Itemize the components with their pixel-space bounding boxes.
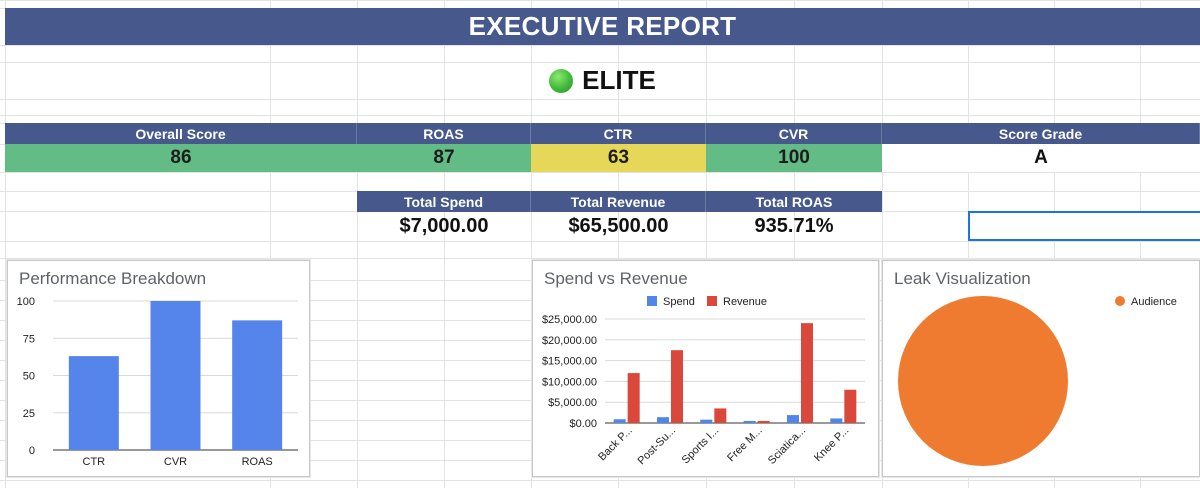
performance-breakdown-chart[interactable]: Performance Breakdown 0 25 50 75 100 CTR CVR RO…	[7, 260, 310, 477]
legend-swatch-audience	[1115, 296, 1125, 306]
tier-text: ELITE	[582, 65, 656, 95]
tier-label: ELITE	[5, 62, 1200, 99]
bar-spend	[787, 415, 799, 423]
header-total-revenue: Total Revenue	[531, 191, 706, 212]
x-tick-label: Sports I...	[680, 425, 722, 467]
x-tick-label: CVR	[164, 456, 187, 468]
report-title: EXECUTIVE REPORT	[5, 8, 1200, 45]
bar-roas	[232, 320, 283, 450]
y-tick-label: $10,000.00	[542, 376, 597, 388]
x-tick-label: Knee P...	[812, 425, 851, 464]
bar-spend	[743, 420, 756, 423]
legend-label-spend: Spend	[663, 296, 695, 308]
leak-visualization-chart[interactable]: Leak Visualization Audience	[882, 260, 1200, 477]
total-roas-value: 935.71%	[754, 214, 834, 237]
x-tick-label: Sciatica...	[766, 425, 808, 467]
x-tick-label: Post-Su...	[635, 425, 678, 468]
bar-revenue	[714, 408, 727, 423]
header-roas: ROAS	[357, 123, 531, 144]
y-tick-label: $15,000.00	[542, 356, 597, 368]
x-tick-label: Free M...	[725, 425, 765, 465]
y-tick-label: 25	[23, 408, 35, 420]
chart-title: Performance Breakdown	[19, 269, 207, 288]
overall-score-value: 86	[5, 144, 357, 172]
cvr-score-value: 100	[706, 144, 882, 172]
spend-vs-revenue-plot: $0.00 $5,000.00 $10,000.00 $15,000.00 $20,00…	[542, 296, 865, 468]
bar-ctr	[68, 356, 119, 450]
y-tick-label: 0	[29, 445, 35, 457]
bar-spend	[613, 419, 626, 423]
bar-revenue	[844, 389, 857, 423]
score-grade-value: A	[882, 144, 1200, 172]
bar-revenue	[757, 420, 770, 423]
spend-vs-revenue-chart[interactable]: Spend vs Revenue $0.00 $5,000.00 $10,000.0…	[532, 260, 879, 477]
y-tick-label: $0.00	[569, 418, 597, 430]
green-circle-icon	[549, 68, 574, 93]
leak-visualization-plot: Audience	[898, 296, 1177, 466]
bar-cvr	[150, 301, 201, 450]
header-total-roas: Total ROAS	[706, 191, 882, 212]
legend-swatch-revenue	[707, 296, 717, 306]
y-tick-label: 75	[23, 333, 35, 345]
y-tick-label: $5,000.00	[548, 397, 597, 409]
total-revenue-value: $65,500.00	[568, 214, 669, 237]
legend-label-audience: Audience	[1131, 296, 1177, 308]
chart-title: Leak Visualization	[894, 269, 1031, 288]
header-overall-score: Overall Score	[5, 123, 357, 144]
header-cvr: CVR	[706, 123, 882, 144]
roas-score-value: 87	[357, 144, 531, 172]
header-ctr: CTR	[531, 123, 706, 144]
x-tick-label: CTR	[83, 456, 106, 468]
performance-breakdown-plot: 0 25 50 75 100 CTR CVR ROAS	[17, 296, 298, 468]
x-tick-label: Back P...	[596, 425, 635, 464]
pie-slice-audience	[898, 296, 1068, 466]
bar-spend	[657, 417, 669, 423]
x-tick-label: ROAS	[242, 456, 273, 468]
header-score-grade: Score Grade	[882, 123, 1200, 144]
bar-spend	[700, 419, 713, 423]
y-tick-label: 100	[17, 296, 35, 308]
total-spend-value: $7,000.00	[399, 214, 489, 237]
legend-label-revenue: Revenue	[723, 296, 767, 308]
y-tick-label: $25,000.00	[542, 314, 597, 326]
bar-revenue	[671, 350, 683, 423]
bar-revenue	[627, 373, 640, 423]
header-total-spend: Total Spend	[357, 191, 531, 212]
ctr-score-value: 63	[531, 144, 706, 172]
y-tick-label: $20,000.00	[542, 335, 597, 347]
bar-revenue	[801, 323, 813, 423]
y-tick-label: 50	[23, 371, 35, 383]
selected-cell[interactable]	[968, 211, 1200, 241]
bar-spend	[830, 418, 843, 423]
chart-title: Spend vs Revenue	[544, 269, 688, 288]
legend-swatch-spend	[647, 296, 657, 306]
